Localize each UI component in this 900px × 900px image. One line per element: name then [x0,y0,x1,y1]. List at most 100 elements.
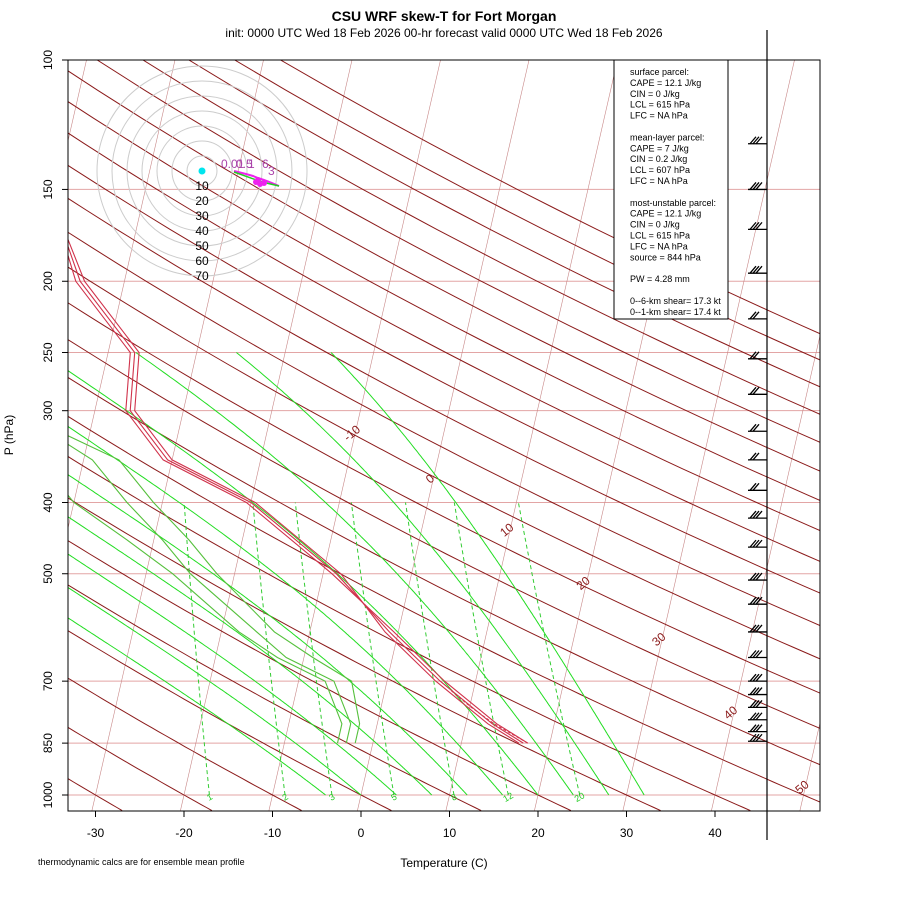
dry-adiabat-line [68,70,820,472]
wind-barb [748,650,767,659]
isotherm-label: 40 [721,703,740,723]
wind-barb-feather [749,311,757,320]
wind-barb [748,539,767,548]
wind-barb [748,673,767,682]
dry-adiabat-line [142,60,820,415]
dry-adiabat-line [68,164,820,562]
y-tick-label: 400 [41,492,55,512]
wind-barb-feather [749,265,757,274]
wind-barb [748,221,767,231]
wind-barb-feather [749,423,757,432]
parcel-box-line: LFC = NA hPa [630,241,688,251]
moist-adiabat-line [330,352,645,796]
dry-adiabat-line [280,60,820,335]
isotherm-label: 30 [649,629,668,649]
moist-adiabat-line [68,425,503,796]
wind-barb [748,386,767,395]
wind-barb-feather [755,539,763,548]
chart-subtitle: init: 0000 UTC Wed 18 Feb 2026 00-hr for… [225,26,662,40]
hodograph-origin-dot [198,167,206,175]
wind-barb-feather [755,724,763,733]
wind-barb [748,351,767,360]
wind-barb [748,687,767,696]
dry-adiabat-line [96,60,820,443]
mixing-ratio-line [183,502,210,796]
wind-barb-feather [752,539,760,548]
isotherm-label: 10 [497,520,516,540]
dry-adiabat-line [68,197,820,594]
dry-adiabat-line [68,726,213,811]
wind-barb-feather [752,733,760,742]
wind-barb-feather [755,687,763,695]
wind-barb-feather [752,673,760,682]
background-grid [68,60,820,811]
isotherm-label: 50 [792,777,811,797]
parcel-box-line: LFC = NA hPa [630,111,688,121]
wind-barb-feather [749,221,757,230]
parcel-box-line: source = 844 hPa [630,252,701,262]
wind-barb-feather [749,687,757,695]
wind-barb-feather [752,624,760,633]
y-tick-label: 100 [41,50,55,70]
dry-adiabat-line [68,584,482,811]
y-tick-label: 700 [41,671,55,691]
chart-title: CSU WRF skew-T for Fort Morgan [332,8,557,24]
wind-barb-feather [752,265,760,274]
wind-barb-feather [755,136,763,145]
wind-barb [748,712,767,721]
parcel-box-line: LCL = 607 hPa [630,165,690,175]
moist-adiabat-line [68,586,362,796]
wind-barb-feather [755,712,763,721]
wind-barb-feather [755,596,763,605]
wind-barb-feather [752,386,760,395]
parcel-box-line: CIN = 0 J/kg [630,220,680,230]
mixing-ratio-line [405,502,455,796]
dry-adiabat-line [68,101,820,501]
wind-barb-feather [749,624,757,633]
wind-barb-feather [749,182,757,190]
wind-barb-feather [749,572,757,581]
dry-adiabat-line [68,415,820,803]
wind-barb-feather [749,596,757,605]
dry-adiabat-line [68,376,820,766]
dry-adiabat-line [68,455,751,811]
dry-adiabat-line [234,60,820,361]
x-tick-label: 0 [358,826,365,840]
x-tick-label: 40 [708,826,722,840]
y-tick-label: 850 [41,733,55,753]
x-tick-label: 10 [443,826,457,840]
y-tick-label: 150 [41,179,55,199]
parcel-box-line: 0--6-km shear= 17.3 kt [630,296,721,306]
hodograph-ring [96,65,308,277]
mixing-ratio-line [350,502,395,796]
moist-adiabat-line [236,352,610,796]
hodograph-ring-label: 40 [195,224,209,238]
moist-adiabat-line [68,617,326,796]
wind-barb-feather [755,699,763,708]
parcel-box-line: 0--1-km shear= 17.4 kt [630,307,721,317]
parcel-box-line: LFC = NA hPa [630,176,688,186]
wind-barb-feather [749,351,757,360]
hodograph-point [255,177,261,183]
wind-barb-feather [749,482,757,491]
mixing-ratio-label: 20 [573,790,587,804]
mixing-ratio-label: 8 [449,792,458,803]
wind-barb-feather [752,311,760,320]
x-tick-label: 30 [620,826,634,840]
wind-barb-feather [752,351,760,360]
wind-barb-feather [755,733,763,742]
parcel-box-line: LCL = 615 hPa [630,231,690,241]
isotherm-line [711,334,820,811]
temperature-profile-line [68,238,520,744]
y-tick-label: 1000 [41,781,55,808]
wind-barb-feather [749,733,757,742]
dewpoint-profile-line [68,494,343,744]
wind-barb-feather [752,482,760,491]
isotherm-line [799,721,820,811]
wind-barb [748,510,767,519]
wind-barb-feather [752,572,760,581]
